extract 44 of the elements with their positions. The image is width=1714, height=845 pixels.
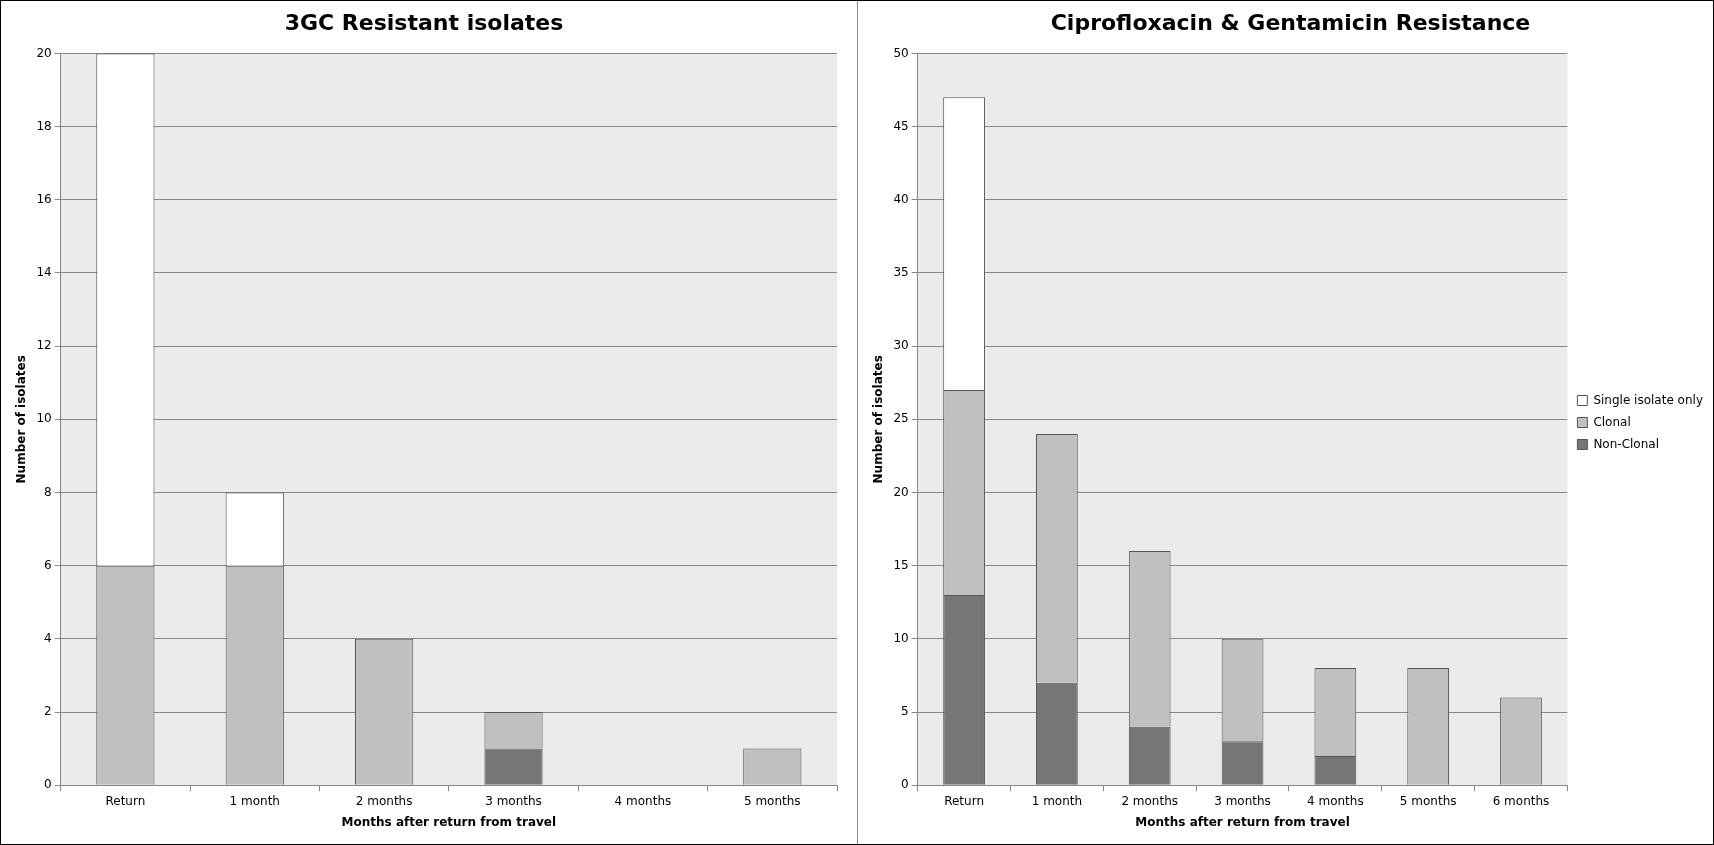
y-tick-label: 50	[893, 45, 909, 60]
x-tick-label: 5 months	[1399, 793, 1457, 808]
legend-label: Single isolate only	[1593, 392, 1703, 407]
legend-label: Non-Clonal	[1593, 436, 1659, 451]
x-axis-title: Months after return from travel	[1135, 814, 1350, 829]
y-axis-title: Number of isolates	[14, 355, 29, 484]
y-tick-label: 0	[901, 777, 909, 792]
x-tick-label: 2 months	[355, 793, 413, 808]
y-tick-label: 15	[893, 557, 909, 572]
y-tick-label: 10	[893, 630, 909, 645]
x-tick-label: 4 months	[1307, 793, 1364, 808]
y-tick-label: 40	[893, 191, 909, 206]
y-tick-label: 6	[44, 557, 52, 572]
y-axis-title: Number of isolates	[871, 355, 886, 484]
y-tick-label: 18	[36, 118, 52, 133]
y-tick-label: 45	[893, 118, 909, 133]
y-tick-label: 10	[36, 411, 52, 426]
legend-label: Clonal	[1593, 414, 1631, 429]
y-tick-label: 4	[44, 630, 52, 645]
x-tick-label: 2 months	[1121, 793, 1179, 808]
y-tick-label: 20	[36, 45, 52, 60]
y-tick-label: 35	[893, 265, 909, 280]
y-tick-label: 30	[893, 338, 909, 353]
y-tick-label: 5	[901, 704, 909, 719]
x-axis-title: Months after return from travel	[341, 814, 557, 829]
x-tick-label: 1 month	[1031, 793, 1083, 808]
x-tick-label: 3 months	[1214, 793, 1271, 808]
y-tick-label: 20	[893, 484, 909, 499]
x-tick-label: 6 months	[1492, 793, 1550, 808]
y-tick-label: 16	[36, 191, 52, 206]
y-tick-label: 12	[36, 338, 52, 353]
x-tick-label: 3 months	[485, 793, 542, 808]
chart-title: 3GC Resistant isolates	[284, 9, 564, 35]
x-tick-label: 4 months	[614, 793, 672, 808]
y-tick-label: 2	[44, 704, 52, 719]
x-tick-label: Return	[944, 793, 984, 808]
y-tick-label: 0	[44, 777, 52, 792]
x-tick-label: 1 month	[229, 793, 280, 808]
y-tick-label: 14	[36, 265, 52, 280]
x-tick-label: Return	[105, 793, 146, 808]
y-tick-label: 25	[893, 411, 909, 426]
x-tick-label: 5 months	[743, 793, 801, 808]
chart-title: Ciprofloxacin & Gentamicin Resistance	[1050, 9, 1531, 35]
y-tick-label: 8	[44, 484, 52, 499]
